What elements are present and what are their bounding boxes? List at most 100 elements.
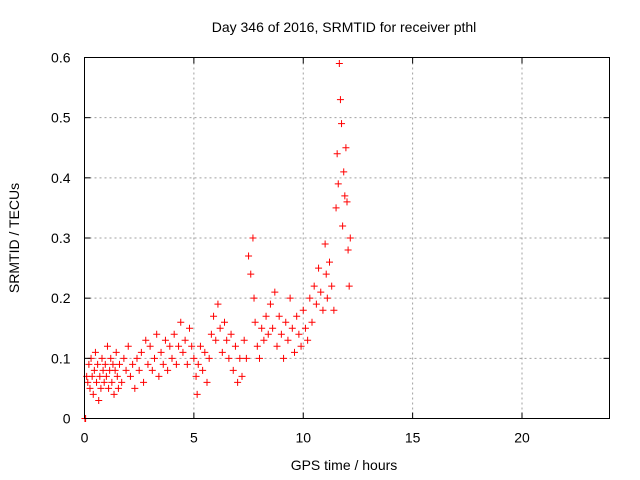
data-point <box>256 354 263 362</box>
data-point <box>310 282 318 290</box>
data-point <box>266 300 274 308</box>
data-point <box>328 282 336 290</box>
data-point <box>112 348 120 356</box>
data-point <box>326 258 333 266</box>
x-tick-label: 15 <box>405 430 421 446</box>
data-point <box>312 300 320 308</box>
data-point <box>140 378 148 386</box>
data-point <box>334 180 342 188</box>
data-point <box>223 336 231 344</box>
data-point <box>218 348 226 356</box>
data-point <box>94 360 102 368</box>
data-point <box>231 342 239 350</box>
data-point <box>116 360 123 368</box>
data-point <box>250 294 258 302</box>
data-point <box>284 336 292 344</box>
data-point <box>262 312 270 320</box>
data-point <box>293 312 301 320</box>
data-point <box>203 378 211 386</box>
data-point <box>264 330 272 338</box>
x-axis-label: GPS time / hours <box>291 457 398 473</box>
data-point <box>120 354 128 362</box>
data-point <box>258 324 266 332</box>
data-point <box>126 372 134 380</box>
data-point <box>249 234 257 242</box>
data-point <box>157 348 165 356</box>
data-point <box>338 120 346 128</box>
data-point <box>190 354 198 362</box>
data-point <box>333 150 341 158</box>
data-point <box>245 252 253 260</box>
data-point <box>161 336 169 344</box>
data-point <box>315 264 323 272</box>
data-point <box>194 360 202 368</box>
data-point <box>339 222 347 230</box>
data-point <box>172 360 180 368</box>
data-point <box>129 360 137 368</box>
data-point <box>151 354 158 362</box>
data-point <box>273 342 281 350</box>
data-point <box>336 96 344 104</box>
data-point <box>111 366 119 374</box>
data-point <box>146 342 154 350</box>
data-point <box>275 312 283 320</box>
data-point <box>201 348 209 356</box>
data-point <box>188 342 196 350</box>
data-point <box>179 348 187 356</box>
y-axis-label: SRMTID / TECUs <box>6 183 22 293</box>
data-point <box>253 342 261 350</box>
data-point <box>229 366 237 374</box>
data-point <box>304 336 312 344</box>
data-point <box>110 390 118 398</box>
data-point <box>321 240 329 248</box>
data-point <box>97 384 105 392</box>
data-point <box>297 342 305 350</box>
data-point <box>238 372 246 380</box>
data-point <box>344 246 352 254</box>
data-point <box>332 204 340 212</box>
data-point <box>214 300 222 308</box>
data-point <box>282 318 290 326</box>
data-point <box>108 378 116 386</box>
y-tick-label: 0.6 <box>51 50 71 66</box>
data-point <box>210 312 218 320</box>
data-point <box>175 342 183 350</box>
data-point <box>225 354 233 362</box>
data-point <box>322 270 330 278</box>
data-point <box>101 360 109 368</box>
data-point <box>299 306 307 314</box>
data-point <box>107 354 115 362</box>
chart-title: Day 346 of 2016, SRMTID for receiver pth… <box>212 19 477 35</box>
data-point <box>286 294 294 302</box>
data-point <box>216 324 224 332</box>
data-point <box>236 354 244 362</box>
data-point <box>271 288 279 296</box>
data-point <box>323 294 331 302</box>
data-point <box>137 348 145 356</box>
data-point <box>247 270 255 278</box>
data-point <box>122 366 130 374</box>
data-point <box>306 294 314 302</box>
data-point <box>103 342 111 350</box>
data-point <box>131 384 139 392</box>
data-point <box>343 198 351 206</box>
data-point <box>164 366 172 374</box>
data-point <box>227 330 235 338</box>
data-point <box>135 366 143 374</box>
data-point <box>280 354 288 362</box>
data-point <box>319 306 327 314</box>
data-point <box>330 306 338 314</box>
data-point <box>177 318 185 326</box>
data-point <box>260 336 268 344</box>
data-point <box>86 384 94 392</box>
data-point <box>166 342 174 350</box>
x-axis-ticks: 0 5 10 15 20 <box>81 57 530 446</box>
data-point <box>155 372 163 380</box>
data-point <box>118 378 126 386</box>
data-point <box>84 378 92 386</box>
data-point <box>340 168 348 176</box>
y-tick-label: 0.4 <box>51 170 71 186</box>
data-point <box>159 360 167 368</box>
data-point <box>133 354 141 362</box>
data-point <box>99 366 107 374</box>
